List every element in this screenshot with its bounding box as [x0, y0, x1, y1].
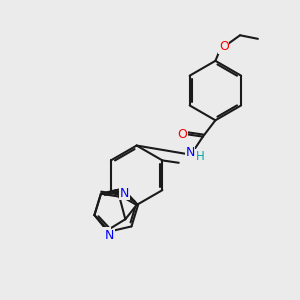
Text: O: O: [219, 40, 229, 53]
Text: N: N: [185, 146, 195, 159]
Text: S: S: [102, 228, 110, 241]
Text: N: N: [105, 230, 114, 242]
Text: N: N: [120, 187, 129, 200]
Text: H: H: [196, 150, 204, 163]
Text: O: O: [177, 128, 187, 141]
